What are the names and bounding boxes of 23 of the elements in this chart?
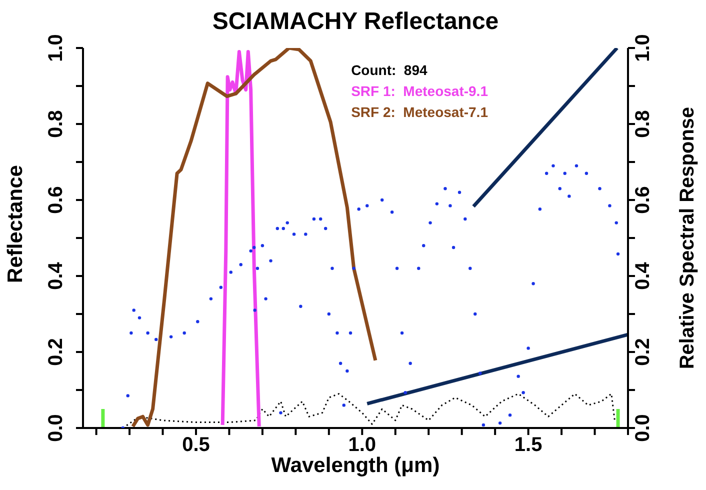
y2-tick-label: 0.2 (632, 338, 654, 366)
text: SRF 1: Meteosat-9.1 (351, 82, 488, 101)
y2-tick-label: 0.4 (632, 261, 654, 290)
x-tick-label: 0.5 (182, 434, 210, 456)
x-tick-label: 1.0 (348, 434, 376, 456)
series-label: SRF 2: Meteosat-7.1 (351, 103, 488, 122)
annotation: Count: 894 (351, 61, 428, 80)
y2-tick-label: 0.8 (632, 110, 654, 138)
y-tick-label: 0.6 (45, 186, 67, 214)
y-tick-label: 0.4 (45, 261, 67, 290)
y2-tick-label: 0.6 (632, 186, 654, 214)
y-tick-label: 0.2 (45, 338, 67, 366)
y-tick-label: 1.0 (45, 34, 67, 62)
chart-title: SCIAMACHY Reflectance (211, 8, 500, 36)
y2-axis-title: Relative Spectral Response (676, 106, 698, 370)
line-series (220, 50, 261, 428)
y-tick-label: 0.8 (45, 110, 67, 138)
y-axis-title: Reflectance (4, 165, 28, 283)
y2-tick-label: 0.0 (632, 414, 654, 442)
x-tick-label: 1.5 (514, 434, 542, 456)
y2-tick-label: 1.0 (632, 34, 654, 62)
x-axis-title: Wavelength (μm) (271, 454, 440, 477)
y-tick-label: 0.0 (45, 414, 67, 442)
